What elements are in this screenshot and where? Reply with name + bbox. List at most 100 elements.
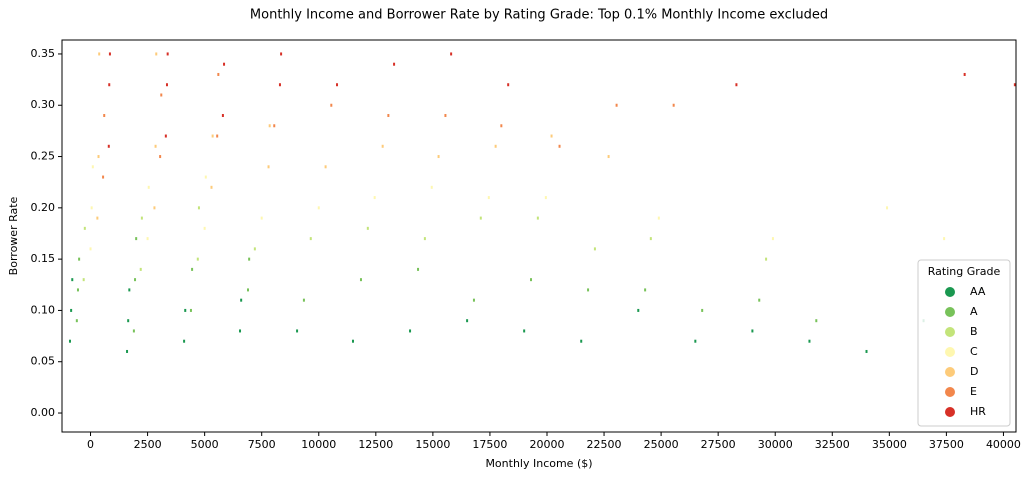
legend-label: D [970,365,978,378]
point [68,339,71,343]
point [102,175,105,179]
point [91,165,94,169]
point [373,196,376,200]
point [324,165,327,169]
point [107,144,110,148]
x-tick-label: 20000 [529,438,564,451]
point [500,124,503,128]
point [153,206,156,210]
legend-box [917,259,1011,427]
point [155,52,158,56]
point [166,52,169,56]
x-tick-label: 27500 [701,438,736,451]
x-tick-label: 0 [87,438,94,451]
point [268,124,271,128]
point [196,257,199,261]
point [771,237,774,241]
point [216,134,219,138]
point [82,278,85,282]
point [615,103,618,107]
point [387,114,390,118]
point [765,257,768,261]
x-tick-label: 2500 [134,438,162,451]
point [393,62,396,66]
x-tick-label: 30000 [758,438,793,451]
point [273,124,276,128]
legend-marker [945,407,955,417]
point [278,83,281,87]
point [523,329,526,333]
legend-label: C [970,345,978,358]
point [607,155,610,159]
x-tick-label: 12500 [358,438,393,451]
x-tick-label: 15000 [415,438,450,451]
point [89,247,92,251]
point [98,52,101,56]
point [159,155,162,159]
point [90,206,93,210]
point [815,319,818,323]
legend-title: Rating Grade [928,265,1001,278]
point [248,257,251,261]
point [758,298,761,302]
point [184,308,187,312]
y-axis-label: Borrower Rate [7,196,20,275]
point [210,185,213,189]
point [76,288,79,292]
legend-marker [945,287,955,297]
point [701,308,704,312]
point [103,114,106,118]
point [558,144,561,148]
point [886,206,889,210]
y-tick-label: 0.25 [31,150,56,163]
y-tick-label: 0.20 [31,201,56,214]
point [204,175,207,179]
x-tick-label: 10000 [301,438,336,451]
point [97,155,100,159]
point [430,185,433,189]
point [217,72,220,76]
point [309,237,312,241]
x-tick-label: 35000 [872,438,907,451]
x-tick-label: 32500 [815,438,850,451]
legend-label: B [970,325,978,338]
y-tick-label: 0.05 [31,355,56,368]
x-axis-label: Monthly Income ($) [485,457,592,470]
point [96,216,99,220]
point [544,196,547,200]
point [164,134,167,138]
point [127,319,130,323]
point [126,349,129,353]
point [580,339,583,343]
point [317,206,320,210]
legend-marker [945,387,955,397]
point [694,339,697,343]
point [487,196,490,200]
point [479,216,482,220]
point [211,134,214,138]
point [203,226,206,230]
point [649,237,652,241]
point [147,185,150,189]
legend-label: HR [970,405,986,418]
x-tick-label: 37500 [929,438,964,451]
point [70,308,73,312]
x-tick-label: 22500 [587,438,622,451]
legend-label: A [970,305,978,318]
y-tick-label: 0.35 [31,47,56,60]
point [296,329,299,333]
point [302,298,305,302]
point [336,83,339,87]
point [637,308,640,312]
point [191,267,194,271]
point [189,308,192,312]
point [466,319,469,323]
point [423,237,426,241]
legend-marker [945,327,955,337]
point [381,144,384,148]
point [135,237,138,241]
legend-marker [945,307,955,317]
point [71,278,74,282]
point [536,216,539,220]
